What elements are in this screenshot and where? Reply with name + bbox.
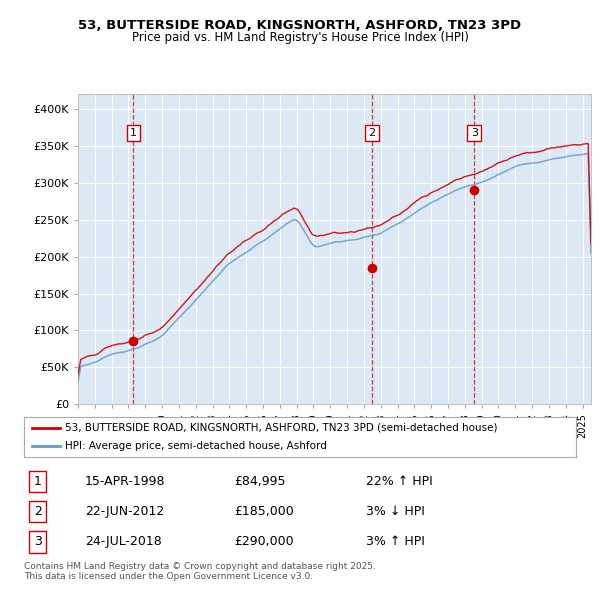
Text: 3% ↑ HPI: 3% ↑ HPI (366, 535, 425, 548)
Text: 2: 2 (368, 128, 376, 138)
Text: 53, BUTTERSIDE ROAD, KINGSNORTH, ASHFORD, TN23 3PD: 53, BUTTERSIDE ROAD, KINGSNORTH, ASHFORD… (79, 19, 521, 32)
Text: 24-JUL-2018: 24-JUL-2018 (85, 535, 161, 548)
Text: 1: 1 (130, 128, 137, 138)
Text: 1: 1 (34, 475, 42, 488)
Text: Contains HM Land Registry data © Crown copyright and database right 2025.
This d: Contains HM Land Registry data © Crown c… (24, 562, 376, 581)
Text: 22% ↑ HPI: 22% ↑ HPI (366, 475, 433, 488)
Text: 3: 3 (34, 535, 42, 548)
Text: 22-JUN-2012: 22-JUN-2012 (85, 505, 164, 518)
Text: 53, BUTTERSIDE ROAD, KINGSNORTH, ASHFORD, TN23 3PD (semi-detached house): 53, BUTTERSIDE ROAD, KINGSNORTH, ASHFORD… (65, 423, 498, 433)
Text: £185,000: £185,000 (234, 505, 293, 518)
Text: 2: 2 (34, 505, 42, 518)
Text: 15-APR-1998: 15-APR-1998 (85, 475, 165, 488)
Text: 3: 3 (471, 128, 478, 138)
Text: £84,995: £84,995 (234, 475, 285, 488)
Text: HPI: Average price, semi-detached house, Ashford: HPI: Average price, semi-detached house,… (65, 441, 327, 451)
Text: £290,000: £290,000 (234, 535, 293, 548)
Text: 3% ↓ HPI: 3% ↓ HPI (366, 505, 425, 518)
Text: Price paid vs. HM Land Registry's House Price Index (HPI): Price paid vs. HM Land Registry's House … (131, 31, 469, 44)
